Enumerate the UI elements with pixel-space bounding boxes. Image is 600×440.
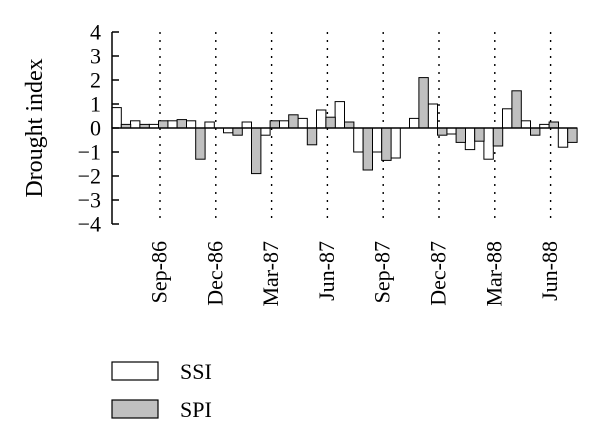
bar-ssi-15 [390,127,401,159]
bar-spi-10 [306,127,318,146]
axes [111,31,577,225]
y-tick-label-1: 3 [90,44,101,69]
y-tick-label-4: 0 [90,116,101,141]
bar-spi-6 [232,127,243,136]
bar-spi-14 [381,127,392,161]
bar-ssi-22 [520,120,531,129]
bar-spi-9 [288,114,299,129]
y-tick-label-0: 4 [90,20,101,45]
bar-spi-4 [195,127,206,160]
legend-swatch-spi [111,399,159,419]
y-tick-label-5: −1 [78,140,101,165]
bar-ssi-21 [502,108,513,129]
bars [111,77,578,175]
bar-spi-3 [176,119,188,129]
bar-spi-24 [567,127,578,143]
bar-spi-12 [344,121,355,129]
x-tick-label-1: Dec-86 [202,241,227,306]
bar-spi-2 [158,120,169,129]
bar-ssi-7 [241,121,253,129]
bar-ssi-20 [483,127,494,160]
bar-ssi-8 [260,127,271,136]
bar-ssi-17 [427,103,439,129]
x-tick-label-6: Mar-88 [481,241,506,307]
bar-spi-17 [437,127,448,136]
bar-spi-7 [251,127,262,175]
bar-ssi-18 [446,127,457,135]
bar-spi-21 [511,90,522,129]
y-tick-label-8: −4 [78,212,101,237]
legend-swatch-ssi [111,361,159,381]
bar-spi-8 [269,120,281,129]
x-tick-label-0: Sep-86 [147,241,172,303]
x-tick-label-4: Sep-87 [370,241,395,303]
bar-ssi-24 [557,127,569,148]
y-tick-label-7: −3 [78,188,101,213]
bar-ssi-4 [185,120,197,129]
bar-ssi-12 [334,101,346,129]
bar-spi-19 [474,127,485,142]
bar-ssi-1 [130,120,141,129]
bar-spi-13 [362,127,374,171]
bar-ssi-10 [297,117,308,129]
bar-spi-20 [492,127,504,147]
bar-ssi-13 [353,127,364,153]
bar-ssi-3 [167,120,178,129]
legend-label-ssi: SSI [180,359,212,384]
x-tick-label-5: Dec-87 [426,241,451,306]
x-tick-labels: Sep-86 Dec-86 Mar-87 Jun-87 Sep-87 Dec-87 Mar-… [147,241,563,307]
bar-ssi-11 [316,109,327,129]
bar-ssi-14 [371,127,383,153]
y-tick-label-3: 1 [90,92,101,117]
bar-spi-22 [530,127,541,136]
y-tick-label-6: −2 [78,164,101,189]
bar-spi-23 [548,121,559,129]
bar-ssi-0 [111,107,122,129]
x-tick-label-3: Jun-87 [314,241,339,301]
legend: SSI SPI [111,359,212,422]
x-tick-label-2: Mar-87 [258,241,283,307]
y-tick-label-2: 2 [90,68,101,93]
bar-ssi-9 [278,120,290,129]
bar-spi-16 [418,77,429,129]
legend-label-spi: SPI [180,397,212,422]
bar-ssi-19 [464,127,476,151]
bar-ssi-16 [409,117,420,129]
bar-spi-18 [455,127,467,143]
x-tick-label-7: Jun-88 [537,241,562,301]
bar-spi-11 [325,116,336,129]
bar-ssi-5 [204,121,215,129]
y-axis-title: Drought index [22,58,48,197]
